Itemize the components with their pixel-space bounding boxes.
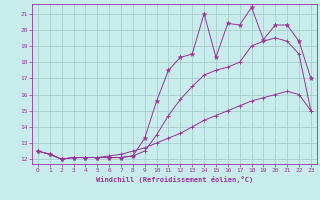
X-axis label: Windchill (Refroidissement éolien,°C): Windchill (Refroidissement éolien,°C): [96, 176, 253, 183]
